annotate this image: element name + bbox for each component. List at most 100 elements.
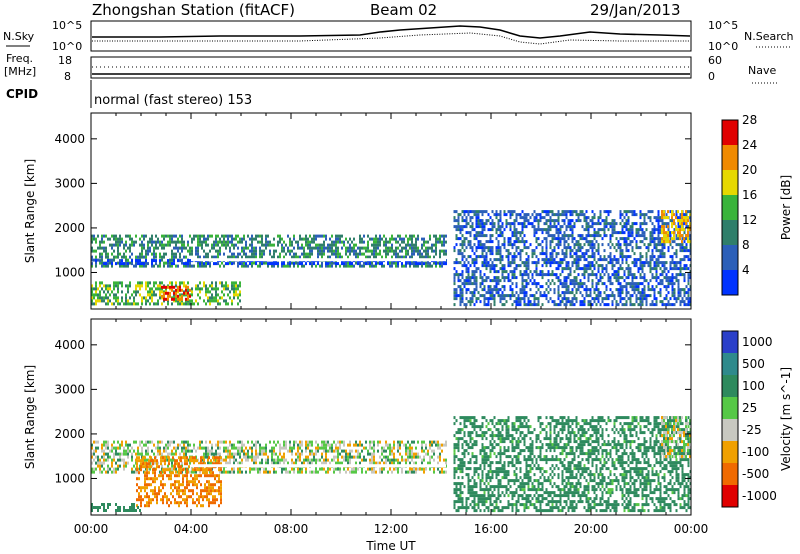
echo-cell bbox=[281, 237, 283, 241]
echo-cell bbox=[621, 288, 624, 292]
echo-cell bbox=[519, 252, 522, 256]
echo-cell bbox=[501, 303, 504, 307]
echo-cell bbox=[469, 303, 472, 307]
echo-cell bbox=[345, 249, 347, 253]
echo-cell bbox=[165, 443, 167, 447]
echo-cell bbox=[145, 449, 147, 453]
echo-cell bbox=[547, 273, 550, 277]
echo-cell bbox=[343, 262, 345, 266]
echo-cell bbox=[481, 255, 484, 259]
echo-cell bbox=[373, 237, 375, 241]
echo-cell bbox=[157, 449, 159, 453]
echo-cell bbox=[455, 291, 458, 295]
echo-cell bbox=[255, 455, 257, 459]
echo-cell bbox=[673, 213, 675, 217]
echo-cell bbox=[525, 264, 528, 268]
echo-cell bbox=[181, 246, 183, 250]
echo-cell bbox=[179, 293, 181, 297]
echo-cell bbox=[479, 231, 482, 235]
echo-cell bbox=[563, 246, 566, 250]
echo-cell bbox=[629, 303, 632, 307]
echo-cell bbox=[623, 297, 626, 301]
echo-cell bbox=[485, 291, 488, 295]
echo-cell bbox=[337, 458, 339, 462]
echo-cell bbox=[685, 267, 688, 271]
echo-cell bbox=[595, 261, 598, 265]
echo-cell bbox=[91, 296, 93, 300]
echo-cell bbox=[141, 234, 143, 238]
echo-cell bbox=[239, 290, 241, 294]
echo-cell bbox=[385, 440, 387, 444]
echo-cell bbox=[481, 279, 484, 283]
echo-cell bbox=[103, 284, 105, 288]
echo-cell bbox=[619, 294, 622, 298]
echo-cell bbox=[619, 291, 622, 295]
echo-cell bbox=[517, 222, 520, 226]
echo-cell bbox=[487, 303, 490, 307]
echo-cell bbox=[183, 240, 185, 244]
echo-cell bbox=[669, 276, 672, 280]
echo-cell bbox=[669, 279, 672, 283]
echo-cell bbox=[487, 300, 490, 304]
echo-cell bbox=[191, 246, 193, 250]
echo-cell bbox=[119, 281, 121, 285]
echo-cell bbox=[459, 291, 462, 295]
echo-cell bbox=[589, 243, 592, 247]
echo-cell bbox=[93, 234, 95, 238]
echo-cell bbox=[125, 296, 127, 300]
echo-cell bbox=[633, 282, 636, 286]
echo-cell bbox=[581, 255, 584, 259]
echo-cell bbox=[435, 249, 437, 253]
echo-cell bbox=[639, 216, 642, 220]
echo-cell bbox=[169, 294, 171, 298]
echo-cell bbox=[469, 246, 472, 250]
echo-cell bbox=[537, 282, 540, 286]
echo-cell bbox=[353, 249, 355, 253]
echo-cell bbox=[345, 458, 347, 462]
echo-cell bbox=[663, 276, 666, 280]
echo-cell bbox=[361, 264, 363, 268]
echo-cell bbox=[183, 449, 185, 453]
echo-cell bbox=[99, 296, 101, 300]
echo-cell bbox=[473, 270, 476, 274]
echo-cell bbox=[567, 291, 570, 295]
echo-cell bbox=[99, 299, 101, 303]
echo-cell bbox=[289, 243, 291, 247]
echo-cell bbox=[93, 452, 95, 456]
echo-cell bbox=[241, 446, 243, 450]
echo-cell bbox=[113, 243, 115, 247]
echo-cell bbox=[175, 252, 177, 256]
echo-cell bbox=[595, 249, 598, 253]
echo-cell bbox=[473, 273, 476, 277]
echo-cell bbox=[209, 461, 211, 465]
echo-cell bbox=[171, 285, 173, 289]
echo-cell bbox=[641, 291, 644, 295]
echo-cell bbox=[115, 281, 117, 285]
echo-cell bbox=[159, 264, 161, 268]
echo-cell bbox=[599, 264, 602, 268]
echo-cell bbox=[471, 258, 474, 262]
echo-cell bbox=[309, 440, 311, 444]
echo-cell bbox=[665, 279, 668, 283]
echo-cell bbox=[453, 294, 456, 298]
echo-cell bbox=[137, 262, 139, 266]
echo-cell bbox=[301, 461, 303, 465]
echo-cell bbox=[549, 222, 552, 226]
echo-cell bbox=[453, 219, 456, 223]
echo-cell bbox=[477, 291, 480, 295]
echo-cell bbox=[355, 252, 357, 256]
echo-cell bbox=[421, 246, 423, 250]
echo-cell bbox=[225, 458, 227, 462]
echo-cell bbox=[105, 262, 107, 266]
echo-cell bbox=[263, 261, 265, 265]
echo-cell bbox=[263, 243, 265, 247]
echo-cell bbox=[95, 290, 97, 294]
echo-cell bbox=[385, 240, 387, 244]
echo-cell bbox=[479, 285, 482, 289]
echo-cell bbox=[125, 262, 127, 266]
echo-cell bbox=[191, 290, 193, 294]
echo-cell bbox=[535, 213, 538, 217]
echo-cell bbox=[599, 291, 602, 295]
echo-cell bbox=[187, 259, 189, 263]
echo-cell bbox=[289, 237, 291, 241]
